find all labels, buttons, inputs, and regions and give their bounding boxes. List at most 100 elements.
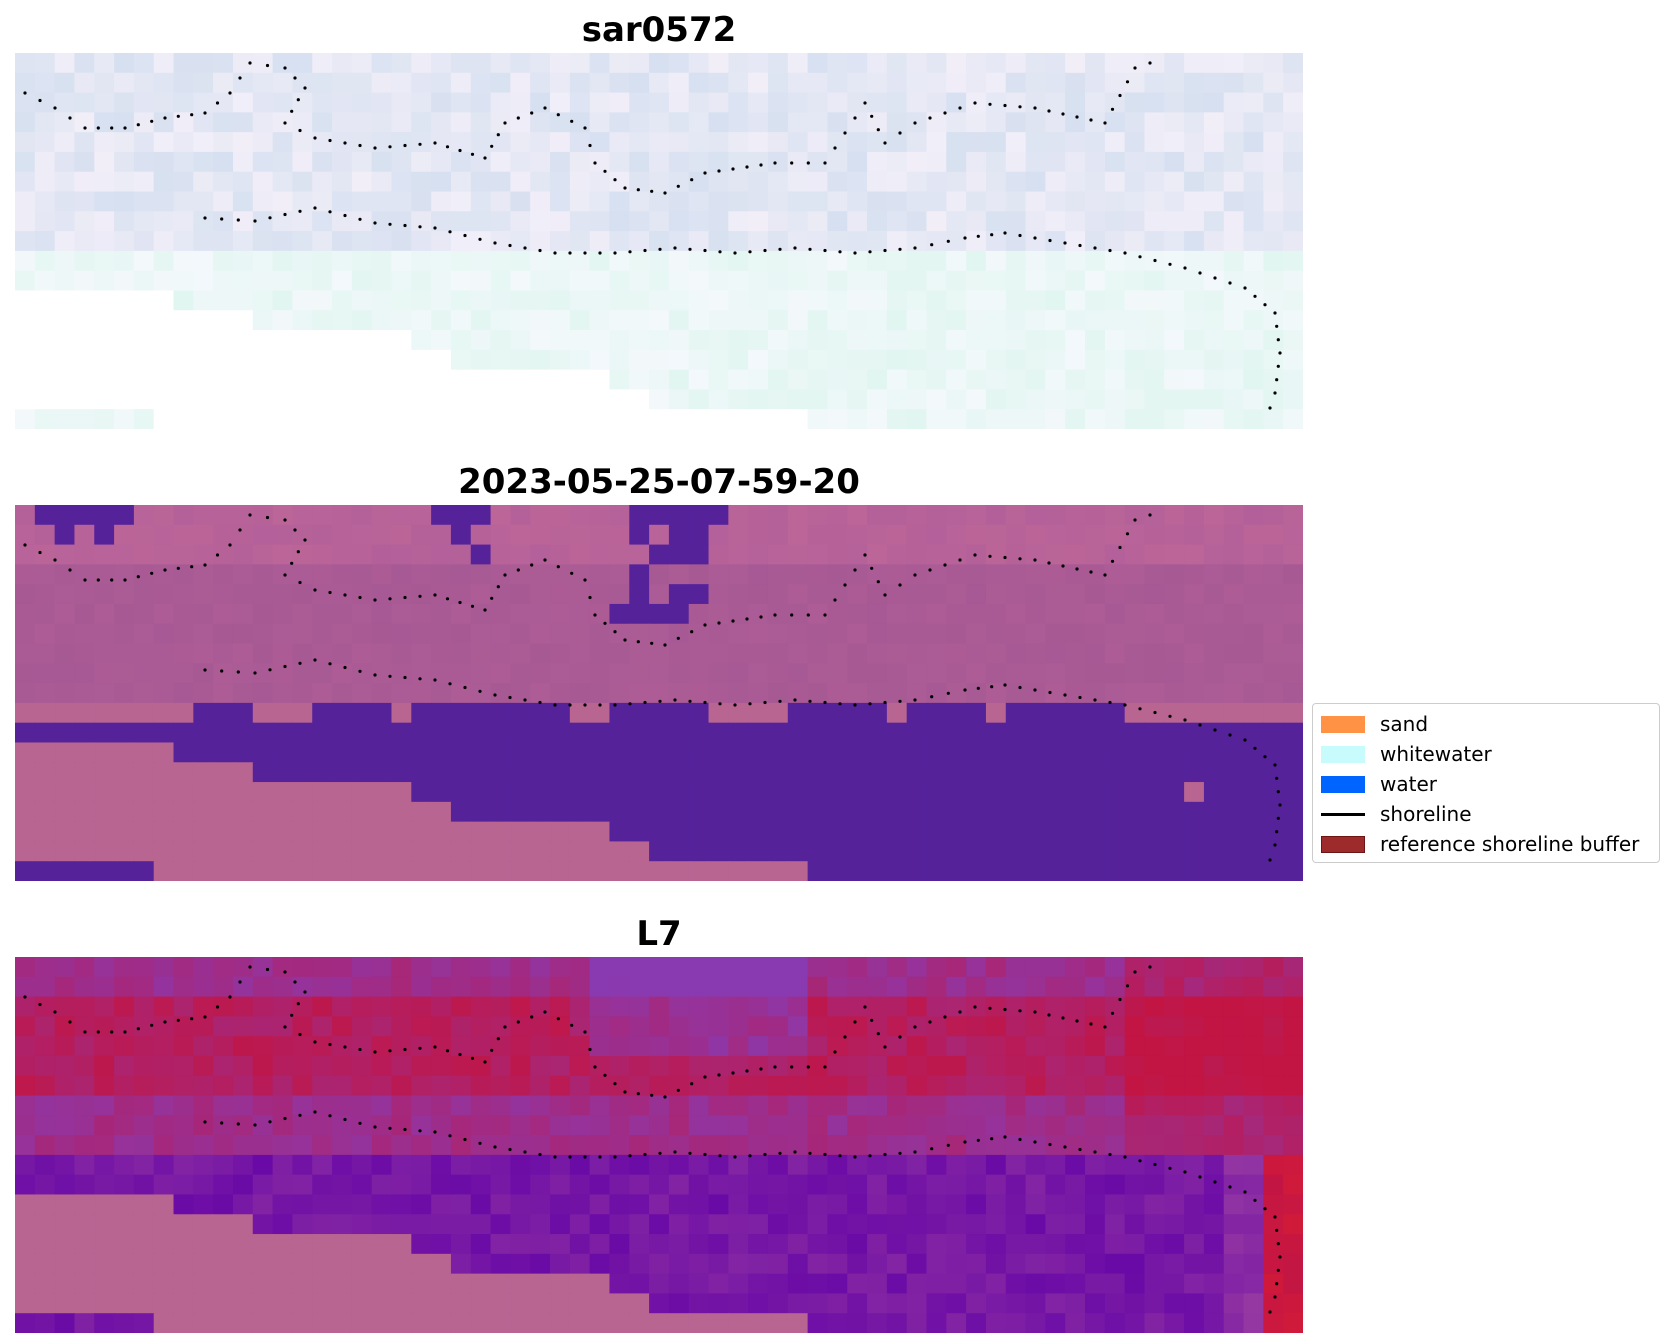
- raster-pixel: [629, 623, 650, 645]
- raster-pixel: [213, 132, 234, 153]
- raster-pixel: [450, 349, 472, 371]
- raster-pixel: [74, 389, 95, 410]
- shoreline-point: [663, 191, 667, 195]
- raster-pixel: [431, 72, 452, 94]
- raster-pixel: [1223, 191, 1245, 212]
- raster-pixel: [1124, 722, 1146, 744]
- raster-pixel: [1045, 310, 1066, 331]
- legend-label-reference-buffer: reference shoreline buffer: [1380, 832, 1640, 856]
- raster-pixel: [787, 330, 809, 351]
- raster-pixel: [748, 821, 769, 843]
- raster-pixel: [312, 996, 333, 1017]
- raster-pixel: [966, 270, 987, 292]
- raster-pixel: [827, 544, 848, 565]
- shoreline-point: [1268, 406, 1272, 410]
- shoreline-point: [778, 699, 782, 703]
- raster-pixel: [906, 151, 928, 173]
- raster-pixel: [1203, 171, 1225, 193]
- raster-pixel: [34, 1194, 56, 1215]
- raster-pixel: [450, 702, 472, 724]
- raster-pixel: [391, 151, 412, 173]
- raster-pixel: [252, 250, 274, 272]
- shoreline-point: [445, 1049, 450, 1053]
- raster-pixel: [1085, 782, 1106, 803]
- legend-label-shoreline: shoreline: [1380, 802, 1472, 826]
- raster-pixel: [1065, 782, 1086, 803]
- raster-pixel: [431, 663, 452, 684]
- raster-pixel: [1223, 349, 1245, 371]
- raster-pixel: [490, 683, 511, 704]
- raster-pixel: [569, 524, 591, 546]
- raster-pixel: [510, 1273, 531, 1295]
- raster-pixel: [510, 310, 531, 331]
- raster-pixel: [1005, 1036, 1027, 1057]
- raster-pixel: [946, 1036, 967, 1057]
- raster-pixel: [450, 762, 472, 783]
- raster-pixel: [530, 310, 551, 331]
- raster-pixel: [252, 1253, 274, 1275]
- raster-pixel: [1243, 231, 1264, 252]
- raster-pixel: [708, 151, 729, 173]
- raster-pixel: [1025, 1234, 1046, 1255]
- raster-pixel: [470, 290, 492, 311]
- shoreline-point: [203, 111, 207, 115]
- raster-pixel: [213, 1174, 234, 1196]
- raster-pixel: [232, 782, 254, 803]
- raster-pixel: [589, 564, 611, 585]
- raster-pixel: [332, 722, 353, 744]
- raster-pixel: [1025, 1055, 1046, 1077]
- shoreline-point: [463, 233, 467, 238]
- raster-pixel: [1104, 1273, 1126, 1295]
- raster-pixel: [450, 801, 472, 823]
- raster-pixel: [708, 1253, 729, 1275]
- raster-pixel: [1164, 1095, 1185, 1116]
- raster-pixel: [530, 250, 551, 272]
- raster-pixel: [1124, 861, 1146, 881]
- raster-pixel: [569, 623, 591, 645]
- panel-sar-image: [15, 53, 1303, 429]
- shoreline-point: [298, 1032, 302, 1037]
- raster-pixel: [906, 112, 928, 133]
- raster-pixel: [1025, 957, 1046, 978]
- raster-pixel: [1164, 841, 1185, 862]
- raster-pixel: [708, 1273, 729, 1295]
- raster-pixel: [1025, 151, 1046, 173]
- raster-pixel: [550, 801, 571, 823]
- raster-pixel: [688, 1234, 710, 1255]
- raster-pixel: [193, 1016, 214, 1037]
- raster-pixel: [946, 1234, 967, 1255]
- raster-pixel: [450, 389, 472, 410]
- raster-pixel: [450, 409, 472, 429]
- raster-pixel: [688, 1135, 710, 1156]
- raster-pixel: [332, 821, 353, 843]
- shoreline-point: [283, 1116, 287, 1121]
- raster-pixel: [411, 861, 432, 881]
- raster-pixel: [1005, 1194, 1027, 1215]
- raster-pixel: [1045, 1174, 1066, 1196]
- raster-pixel: [550, 702, 571, 724]
- raster-pixel: [1164, 1036, 1185, 1057]
- raster-pixel: [728, 505, 749, 526]
- raster-pixel: [1283, 1154, 1303, 1176]
- shoreline-point: [718, 250, 722, 254]
- raster-pixel: [668, 1154, 690, 1176]
- raster-pixel: [966, 742, 987, 763]
- raster-pixel: [1045, 349, 1066, 371]
- raster-pixel: [252, 1194, 274, 1215]
- raster-pixel: [74, 1016, 95, 1037]
- raster-pixel: [1104, 231, 1126, 252]
- raster-pixel: [114, 310, 135, 331]
- raster-pixel: [1045, 1154, 1066, 1176]
- raster-pixel: [688, 683, 710, 704]
- raster-pixel: [985, 1115, 1007, 1136]
- raster-pixel: [609, 722, 630, 744]
- raster-pixel: [985, 564, 1007, 585]
- raster-pixel: [1223, 1095, 1245, 1116]
- raster-pixel: [688, 702, 710, 724]
- raster-pixel: [114, 841, 135, 862]
- raster-pixel: [1124, 310, 1146, 331]
- raster-pixel: [906, 976, 928, 998]
- raster-pixel: [985, 1194, 1007, 1215]
- raster-pixel: [153, 623, 175, 645]
- raster-pixel: [153, 191, 175, 212]
